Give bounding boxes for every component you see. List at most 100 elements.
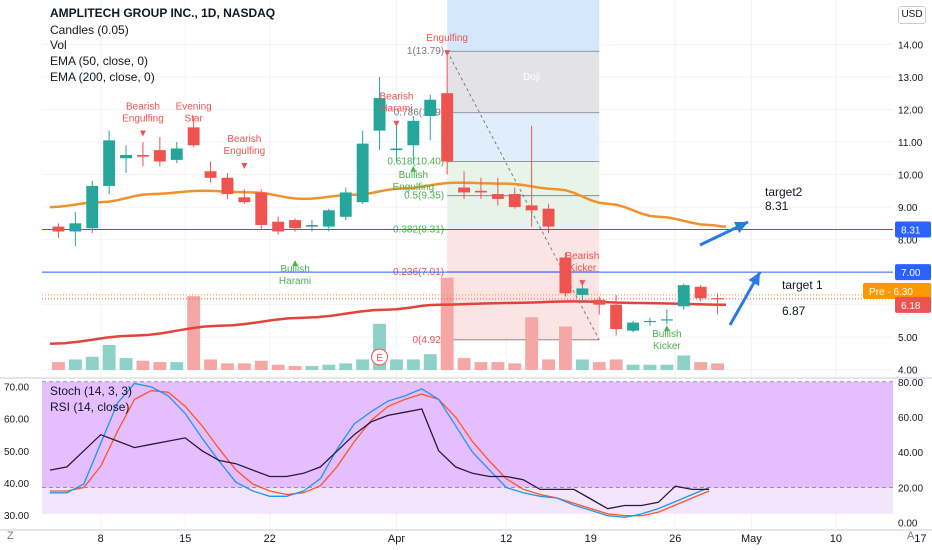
volume-bar <box>170 362 184 370</box>
bearish-arrow-icon <box>241 162 248 169</box>
legend-ema200[interactable]: EMA (200, close, 0) <box>50 70 155 84</box>
volume-bar <box>440 277 454 370</box>
volume-bar <box>254 360 268 370</box>
price-level-badge <box>895 221 931 238</box>
legend-ema50[interactable]: EMA (50, close, 0) <box>50 54 149 68</box>
stoch-tick-label: 80.00 <box>898 378 923 389</box>
price-tick-label: 14.00 <box>898 40 923 51</box>
pattern-label: Harami <box>279 276 311 287</box>
pattern-label: Doji <box>523 72 540 83</box>
zoom-icon[interactable]: Z <box>7 530 14 542</box>
fib-level-label: 0.618(10.40) <box>387 157 444 168</box>
pattern-label: Kicker <box>568 263 596 274</box>
price-tick-label: 13.00 <box>898 73 923 84</box>
time-tick-label: 12 <box>500 533 512 545</box>
candle-body <box>508 194 521 208</box>
fib-zone <box>447 112 600 162</box>
legend-volume[interactable]: Vol <box>50 38 67 52</box>
volume-bar <box>390 359 403 370</box>
candle-body <box>69 223 82 232</box>
candle-body <box>458 187 470 193</box>
time-tick-label: 15 <box>179 533 191 545</box>
pattern-label: Bearish <box>227 134 261 145</box>
price-tick-label: 12.00 <box>898 105 923 116</box>
candle-body <box>660 319 673 321</box>
candle-body <box>542 208 555 227</box>
volume-bar <box>406 359 420 370</box>
currency-button[interactable]: USD <box>898 6 926 24</box>
pattern-label: Engulfing <box>223 146 265 157</box>
candle-body <box>677 285 690 307</box>
candle-body <box>86 185 99 229</box>
pattern-label: Engulfing <box>392 182 434 193</box>
candle-body <box>204 171 217 178</box>
price-tick-label: 10.00 <box>898 171 923 182</box>
candle-body <box>576 288 589 295</box>
target1-arrow-icon-head <box>748 272 760 286</box>
pattern-label: Bullish <box>280 264 309 275</box>
candle-body <box>289 220 301 229</box>
volume-bar <box>119 358 133 370</box>
auto-scale-icon[interactable]: A <box>907 530 915 542</box>
bearish-arrow-icon <box>444 50 451 57</box>
fib-level-label: 0(4.92) <box>412 335 444 346</box>
price-badge <box>863 282 931 299</box>
price-tick-label: 5.00 <box>898 333 918 344</box>
candle-body <box>644 320 656 323</box>
volume-bar <box>525 317 539 370</box>
fib-zone <box>447 271 600 340</box>
target1-value: 6.87 <box>782 304 806 318</box>
candle-body <box>525 205 538 211</box>
fib-zone <box>447 161 600 196</box>
candle-body <box>627 322 639 331</box>
volume-bar <box>187 296 201 370</box>
time-tick-label: 26 <box>669 533 681 545</box>
bullish-arrow-icon <box>410 165 417 172</box>
pattern-label: Bullish <box>399 170 428 181</box>
candle-body <box>137 155 149 157</box>
candle-body <box>306 224 318 227</box>
candle-body <box>272 221 285 232</box>
volume-bar <box>288 366 302 370</box>
volume-bar <box>542 359 555 370</box>
legend-stoch[interactable]: Stoch (14, 3, 3) <box>50 384 133 398</box>
pattern-label: Bearish <box>126 101 160 112</box>
target2-label: target2 <box>765 185 803 199</box>
rsi-tick-label: 70.00 <box>4 382 29 393</box>
legend-candles[interactable]: Candles (0.05) <box>50 23 129 37</box>
price-tick-label: 9.00 <box>898 203 918 214</box>
candle-body <box>103 140 116 186</box>
volume-bar <box>237 363 251 370</box>
pattern-label: Evening <box>176 101 212 112</box>
volume-bar <box>711 363 724 370</box>
volume-bar <box>508 363 522 370</box>
price-badge-text: 6.18 <box>901 301 921 312</box>
target2-arrow-icon-head <box>734 221 748 233</box>
fib-level-label: 0.786(11.9) <box>394 108 444 119</box>
price-level-badge-text: 8.31 <box>901 226 921 237</box>
stoch-tick-label: 0.00 <box>898 519 918 530</box>
price-level-badge <box>895 264 931 281</box>
volume-bar <box>136 360 150 370</box>
pattern-label: Harami <box>380 104 412 115</box>
volume-bar <box>677 355 691 370</box>
volume-bar <box>221 363 234 370</box>
candle-body <box>441 93 454 162</box>
candle-body <box>221 177 234 195</box>
bearish-arrow-icon <box>393 120 400 127</box>
legend-rsi[interactable]: RSI (14, close) <box>50 400 130 414</box>
earnings-marker-label: E <box>376 353 383 364</box>
candle-body <box>339 192 352 217</box>
earnings-marker-icon <box>371 348 389 366</box>
stoch-lower-band <box>42 487 893 514</box>
time-tick-label: 8 <box>98 533 104 545</box>
volume-bar <box>204 359 217 370</box>
candle-body <box>491 194 504 199</box>
pattern-label: Bearish <box>379 92 413 103</box>
stoch-tick-label: 60.00 <box>898 413 923 424</box>
pattern-label: Kicker <box>653 341 681 352</box>
volume-bar <box>559 326 572 370</box>
candle-body <box>356 143 369 203</box>
stoch-tick-label: 20.00 <box>898 483 923 494</box>
